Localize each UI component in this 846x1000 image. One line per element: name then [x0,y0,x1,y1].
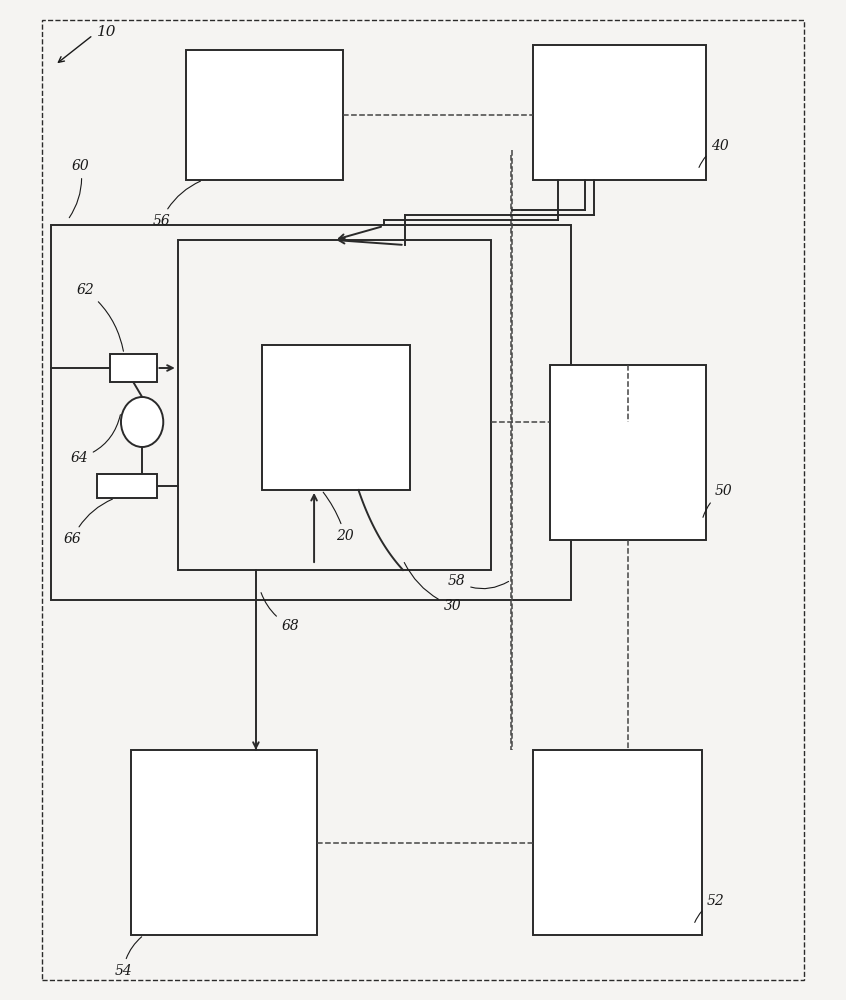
Circle shape [121,397,163,447]
Text: 60: 60 [69,159,90,218]
Bar [533,45,706,180]
Text: 20: 20 [323,492,354,543]
Bar [178,240,491,570]
Text: 62: 62 [76,283,124,351]
Text: 50: 50 [703,484,733,517]
Bar [533,750,702,935]
Text: 68: 68 [261,593,299,633]
Text: 54: 54 [114,937,141,978]
Text: 66: 66 [63,499,113,546]
Text: 30: 30 [404,562,461,613]
Text: 40: 40 [699,139,728,167]
Bar [550,365,706,540]
Text: 58: 58 [448,574,508,589]
Bar [262,345,410,490]
Text: 52: 52 [695,894,724,922]
Text: 64: 64 [70,415,120,465]
Bar [186,50,343,180]
Bar [131,750,317,935]
Text: 56: 56 [152,181,201,228]
Bar [97,474,157,498]
Bar [110,354,157,382]
Text: 10: 10 [97,25,117,39]
Bar [51,225,571,600]
